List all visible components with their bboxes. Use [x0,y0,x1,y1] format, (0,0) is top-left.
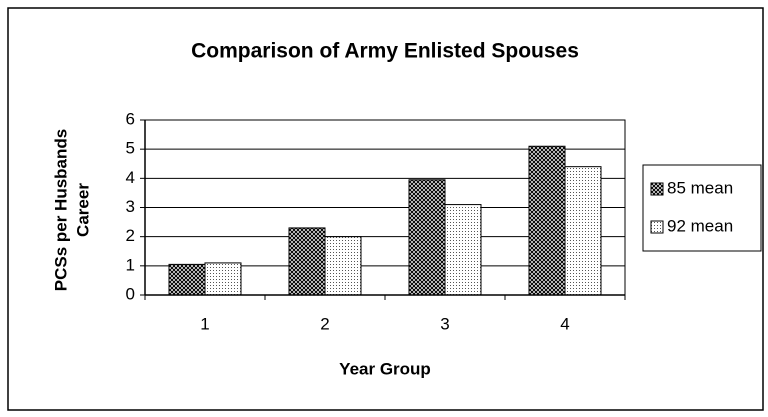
legend [642,164,762,252]
y-tick-label: 3 [126,197,135,216]
bar [168,263,206,296]
bar [204,262,242,296]
y-tick-label: 1 [126,255,135,274]
chart-title: Comparison of Army Enlisted Spouses [191,40,579,63]
y-tick-label: 0 [126,284,135,303]
y-axis-title-line: PCSs per Husbands [51,129,70,292]
bar [408,179,446,296]
y-tick-label: 4 [126,168,135,187]
y-axis-title-line: Career [73,183,92,237]
legend-swatch [650,182,664,196]
y-tick-label: 2 [126,226,135,245]
x-axis-title: Year Group [339,359,431,378]
legend-swatch [650,220,664,234]
bar [564,166,602,296]
x-tick-label: 2 [320,314,329,333]
x-tick-label: 4 [560,314,569,333]
x-tick-label: 3 [440,314,449,333]
x-tick-label: 1 [200,314,209,333]
y-axis-title: PCSs per Husbands Career [51,129,92,292]
legend-label: 85 mean [667,178,733,197]
y-tick-label: 5 [126,139,135,158]
bar [528,145,566,296]
bar [288,227,326,296]
y-tick-label: 6 [126,109,135,128]
legend-label: 92 mean [667,216,733,235]
bar [324,236,362,296]
bar [444,204,482,296]
